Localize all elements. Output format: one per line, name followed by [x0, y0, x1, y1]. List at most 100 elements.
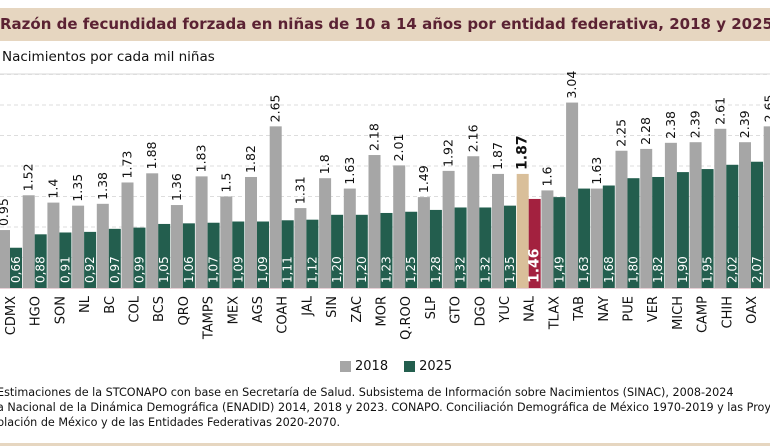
- data-label-2025: 1,09: [256, 256, 270, 283]
- bar-2018-slp: [417, 197, 430, 288]
- x-tick-label: HGO: [29, 296, 44, 326]
- source-line-3: blación de México y de las Entidades Fed…: [0, 416, 341, 429]
- x-tick-label: NAL: [523, 295, 538, 322]
- legend-swatch-2025: [404, 361, 416, 372]
- data-label-2025: 0,97: [108, 256, 122, 283]
- bar-2018-cdmx: [0, 230, 10, 288]
- data-label-2025: 1,06: [182, 256, 196, 283]
- bar-2025-nal: [528, 198, 541, 288]
- bar-2018-mor: [368, 155, 381, 288]
- data-label-2025: 0,66: [9, 256, 23, 283]
- bar-2025-dgo: [479, 207, 492, 288]
- bar-2018-q.roo: [393, 165, 406, 288]
- x-tick-label: CDMX: [4, 296, 19, 335]
- data-label-2025: 1,20: [330, 256, 344, 283]
- data-label-2018: 1.83: [194, 145, 209, 173]
- data-label-2018: 1.35: [70, 174, 85, 202]
- data-label-2025: 1,07: [207, 256, 221, 283]
- chart-title: Razón de fecundidad forzada en niñas de …: [0, 15, 770, 33]
- data-label-2018: 2.61: [712, 97, 727, 125]
- title-bar: Razón de fecundidad forzada en niñas de …: [0, 8, 770, 41]
- data-label-2018: 1.4: [45, 179, 60, 199]
- source-line-2: a Nacional de la Dinámica Demográfica (E…: [0, 401, 770, 414]
- x-tick-label: COAH: [276, 296, 291, 334]
- data-label-2018: 1.87: [515, 135, 531, 170]
- bar-2018-yuc: [492, 173, 504, 288]
- x-tick-label: SIN: [325, 296, 340, 318]
- bar-2025-camp: [701, 169, 714, 288]
- legend-item-2018: 2018: [340, 359, 388, 374]
- data-label-2025: 1,68: [602, 256, 616, 283]
- bar-2018-partial: [763, 126, 770, 288]
- bar-2025-sin: [331, 214, 344, 288]
- x-tick-label: SON: [53, 296, 68, 324]
- bar-2025-son: [59, 232, 72, 288]
- x-tick-label: TAMPS: [202, 296, 217, 340]
- data-label-2018: 1.31: [292, 176, 307, 204]
- x-tick-label: PUE: [622, 296, 637, 322]
- data-label-2018: 2.38: [663, 111, 678, 139]
- data-label-2025: 1,63: [577, 256, 591, 283]
- bar-2018-bcs: [146, 173, 159, 288]
- x-tick-label: GTO: [449, 296, 464, 324]
- x-tick-label: CHIH: [720, 296, 735, 328]
- bar-2018-ver: [640, 148, 653, 288]
- data-label-2025: 1,90: [676, 256, 690, 283]
- data-label-2018: 1.92: [441, 139, 456, 167]
- legend-label-2025: 2025: [419, 359, 453, 374]
- bar-2025-mex: [232, 221, 245, 288]
- data-label-2018: 2.16: [465, 124, 480, 152]
- legend-item-2025: 2025: [404, 359, 452, 374]
- x-tick-label: MOR: [375, 296, 390, 326]
- data-label-2018: 2.01: [391, 134, 406, 162]
- x-tick-label: NAY: [597, 296, 612, 322]
- data-label-2025: 1,05: [157, 256, 171, 283]
- data-label-2025: 1,20: [355, 256, 369, 283]
- bar-2025-slp: [429, 209, 442, 288]
- data-label-2018: 2.18: [367, 123, 382, 151]
- data-label-2025: 1,12: [305, 256, 319, 283]
- bar-2025-tlax: [553, 197, 566, 288]
- bar-2025-gto: [454, 207, 467, 288]
- bar-2018-mex: [220, 196, 233, 288]
- bar-2025-ver: [652, 176, 665, 288]
- bar-2025-mor: [380, 212, 393, 288]
- data-label-2018: 2.65: [268, 95, 283, 123]
- bar-2025-oax: [751, 161, 763, 288]
- data-label-2025: 0,92: [83, 256, 97, 283]
- data-label-2018: 1.8: [317, 154, 332, 174]
- legend: 2018 2025: [340, 359, 462, 374]
- bar-2018-sin: [319, 178, 332, 288]
- x-tick-label: VER: [646, 296, 661, 322]
- bar-2018-bc: [96, 203, 109, 288]
- x-tick-label: DGO: [473, 296, 488, 326]
- data-label-2018: 2.25: [614, 119, 629, 147]
- data-label-2018: 2.39: [737, 110, 752, 138]
- x-tick-label: TAB: [572, 296, 587, 322]
- bar-2018-hgo: [22, 195, 35, 288]
- data-label-2025: 1,49: [552, 256, 566, 283]
- bar-2018-zac: [343, 188, 356, 288]
- bar-2025-coah: [281, 220, 294, 288]
- x-tick-label: MEX: [226, 296, 241, 324]
- x-tick-label: Q.ROO: [399, 296, 414, 340]
- data-label-2018: 2.65: [762, 95, 770, 123]
- x-tick-label: BCS: [152, 296, 167, 322]
- bar-2018-tlax: [541, 190, 554, 288]
- data-label-2025: 1,32: [478, 256, 492, 283]
- data-label-2018: 1.49: [416, 165, 431, 193]
- bar-2018-jal: [294, 208, 307, 288]
- x-tick-label: CAMP: [696, 296, 711, 333]
- x-tick-label: NL: [78, 295, 93, 313]
- data-label-2025: 0,88: [34, 256, 48, 283]
- bar-2018-nal: [516, 173, 529, 288]
- bar-2018-nay: [590, 188, 603, 288]
- y-axis-unit-label: Nacimientos por cada mil niñas: [2, 49, 215, 65]
- data-label-2018: 1.36: [169, 173, 184, 201]
- bar-2018-oax: [739, 142, 751, 288]
- data-label-2025: 2,07: [750, 256, 764, 283]
- bar-2025-ags: [257, 221, 269, 288]
- x-tick-label: SLP: [424, 296, 439, 319]
- data-label-2018: 0.95: [0, 198, 11, 226]
- x-tick-label: MICH: [671, 296, 686, 330]
